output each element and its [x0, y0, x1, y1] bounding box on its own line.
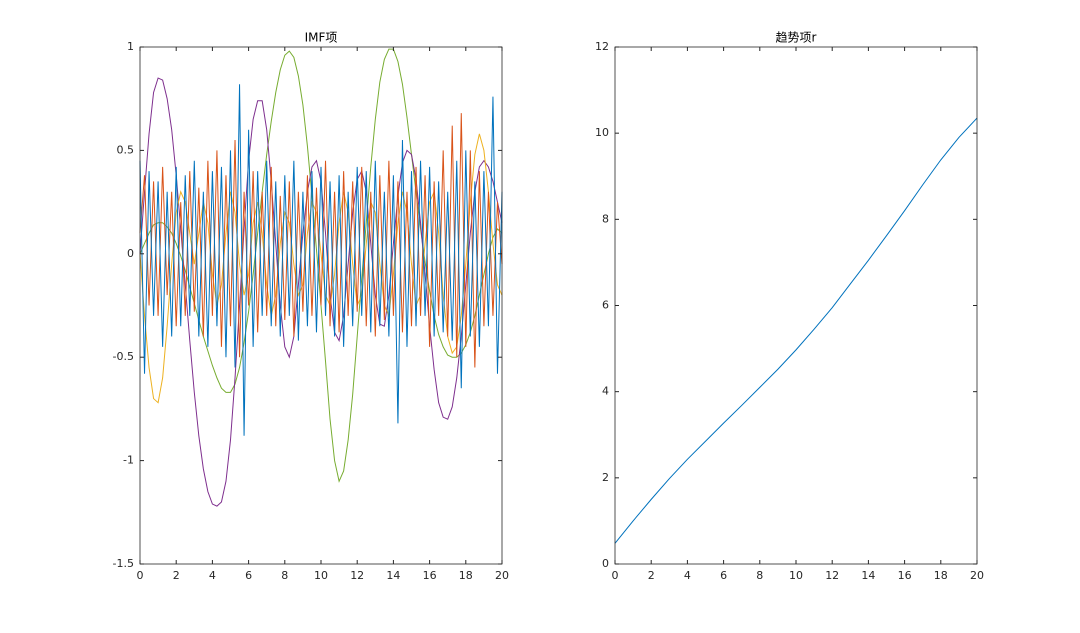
y-tick-label: 12: [595, 40, 609, 53]
x-tick-label: 12: [350, 569, 364, 582]
data-line: [614, 117, 978, 544]
y-tick-label: -1.5: [113, 557, 134, 570]
y-tick-label: 8: [602, 212, 609, 225]
x-tick-label: 16: [423, 569, 437, 582]
y-tick-label: 0: [127, 247, 134, 260]
y-tick-label: 4: [602, 385, 609, 398]
y-tick-label: -0.5: [113, 350, 134, 363]
x-tick-label: 0: [612, 569, 619, 582]
x-tick-label: 12: [825, 569, 839, 582]
data-line: [139, 84, 503, 436]
y-tick-label: 6: [602, 299, 609, 312]
x-tick-label: 6: [720, 569, 727, 582]
x-tick-label: 14: [861, 569, 875, 582]
y-tick-label: 0: [602, 557, 609, 570]
y-tick-label: 2: [602, 471, 609, 484]
x-tick-label: 2: [648, 569, 655, 582]
chart-title: IMF项: [305, 31, 338, 45]
y-tick-label: 0.5: [117, 143, 135, 156]
data-line: [139, 113, 503, 368]
x-tick-label: 6: [245, 569, 252, 582]
y-tick-label: 1: [127, 40, 134, 53]
x-tick-label: 10: [789, 569, 803, 582]
x-tick-label: 4: [684, 569, 691, 582]
x-tick-label: 16: [898, 569, 912, 582]
x-tick-label: 20: [970, 569, 984, 582]
x-tick-label: 2: [173, 569, 180, 582]
y-tick-label: 10: [595, 126, 609, 139]
chart-title: 趋势项r: [776, 31, 817, 45]
x-tick-label: 4: [209, 569, 216, 582]
y-tick-label: -1: [123, 454, 134, 467]
x-tick-label: 8: [756, 569, 763, 582]
x-tick-label: 14: [386, 569, 400, 582]
x-tick-label: 18: [934, 569, 948, 582]
x-tick-label: 0: [137, 569, 144, 582]
x-tick-label: 10: [314, 569, 328, 582]
x-tick-label: 18: [459, 569, 473, 582]
x-tick-label: 8: [281, 569, 288, 582]
x-tick-label: 20: [495, 569, 509, 582]
plot-area: [615, 47, 977, 564]
